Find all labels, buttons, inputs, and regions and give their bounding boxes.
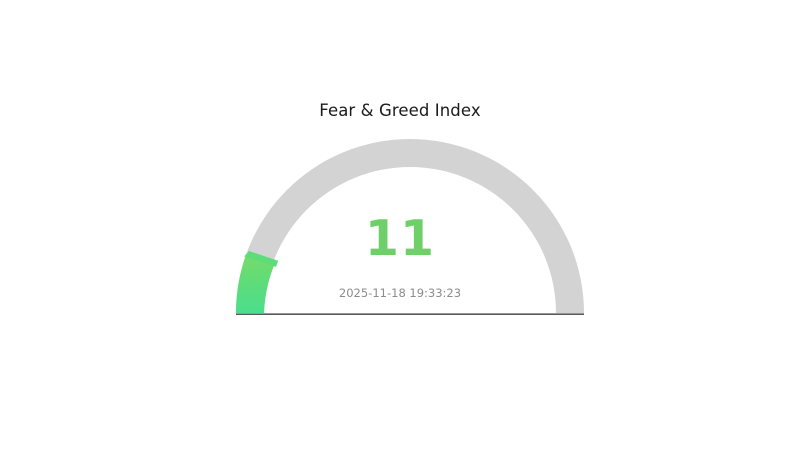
- gauge-progress-endcap: [244, 250, 279, 267]
- gauge-progress-arc: [235, 254, 275, 313]
- chart-title: Fear & Greed Index: [319, 101, 481, 120]
- gauge-timestamp: 2025-11-18 19:33:23: [338, 286, 462, 300]
- gauge-value: 11: [364, 210, 436, 267]
- gauge-track-arc: [236, 139, 584, 313]
